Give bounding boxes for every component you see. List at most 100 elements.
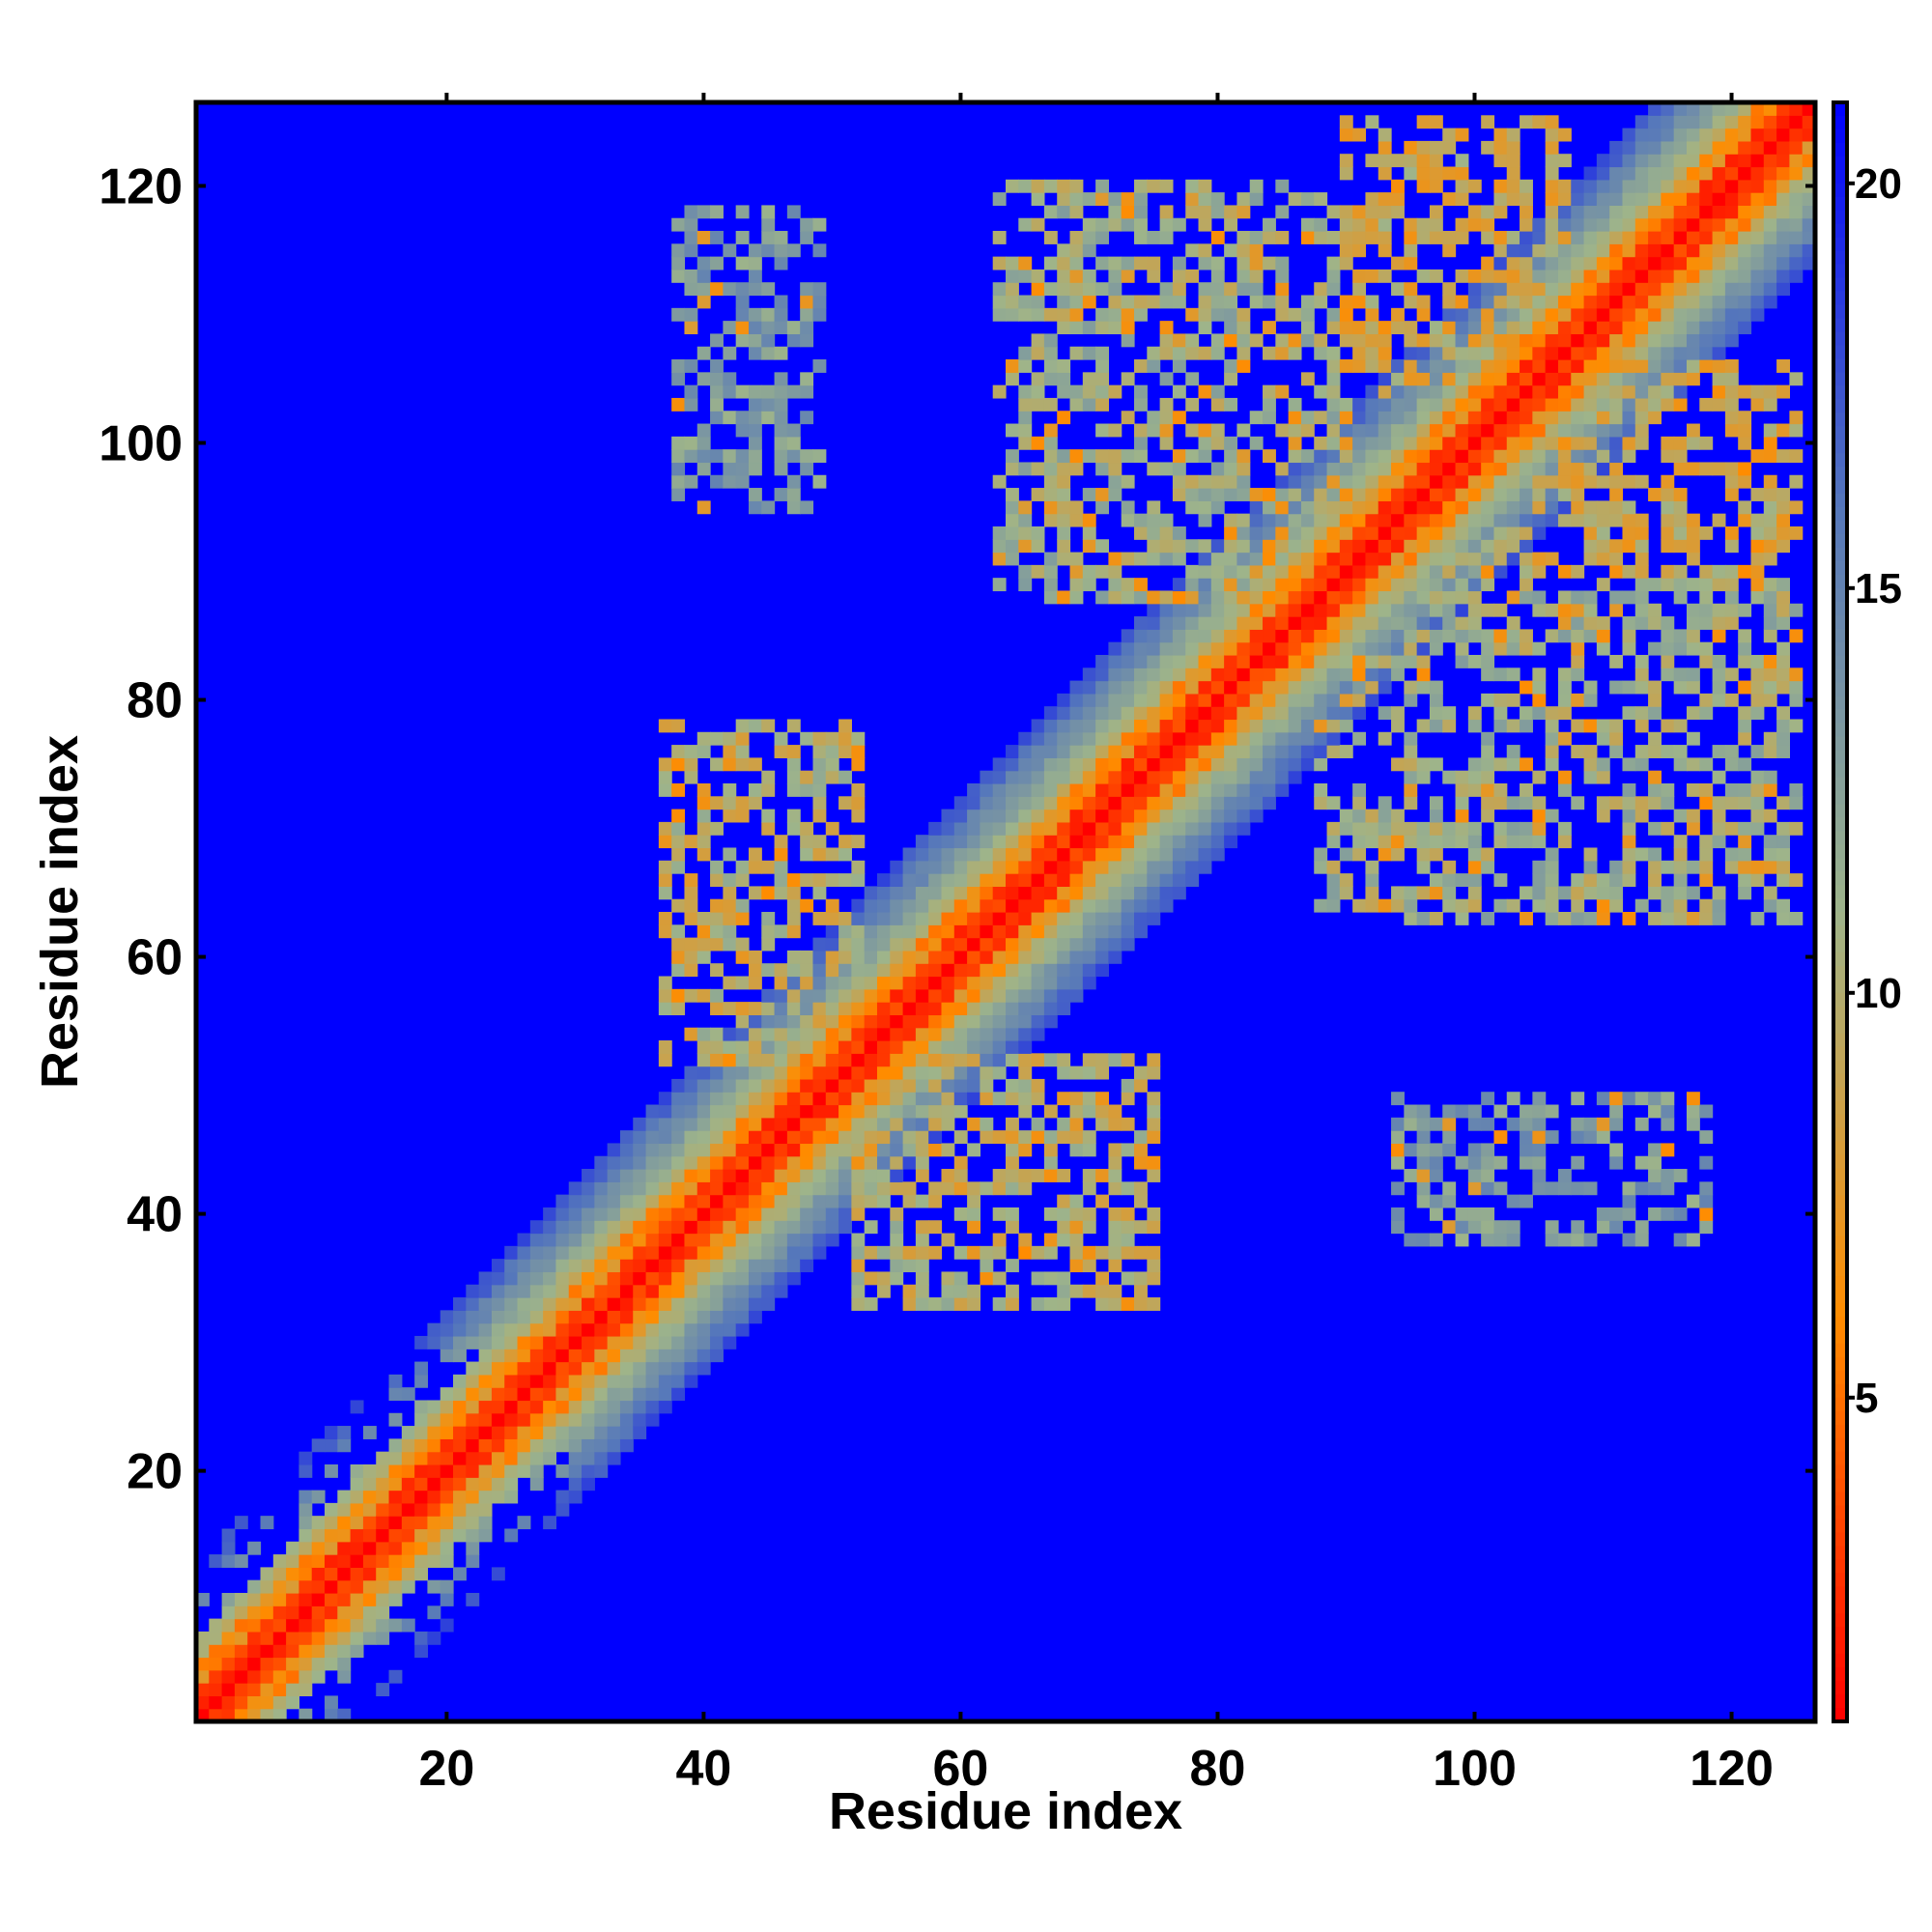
heatmap-cell [311, 1567, 326, 1581]
heatmap-cell [325, 1463, 338, 1478]
heatmap-cell [851, 988, 866, 1003]
heatmap-cell [1352, 796, 1367, 810]
heatmap-cell [902, 924, 917, 939]
heatmap-cell [582, 1438, 595, 1453]
heatmap-cell [851, 809, 866, 823]
heatmap-cell [1069, 307, 1084, 322]
heatmap-cell [1673, 462, 1688, 476]
heatmap-cell [696, 1220, 711, 1235]
heatmap-cell [1661, 796, 1675, 810]
heatmap-cell [761, 809, 776, 823]
heatmap-cell [594, 1322, 609, 1337]
heatmap-cell [1429, 1233, 1443, 1247]
heatmap-cell [1404, 474, 1418, 489]
heatmap-cell [1018, 269, 1033, 283]
heatmap-cell [1043, 898, 1058, 913]
heatmap-cell [555, 1194, 570, 1208]
heatmap-cell [1661, 192, 1675, 207]
heatmap-cell [1455, 552, 1469, 566]
colorbar-swatch [1833, 709, 1847, 724]
heatmap-cell [1224, 629, 1238, 643]
heatmap-cell [800, 1130, 814, 1145]
heatmap-cell [774, 488, 788, 501]
heatmap-cell [1648, 346, 1662, 360]
heatmap-cell [1365, 397, 1379, 412]
heatmap-cell [1391, 488, 1405, 501]
heatmap-cell [1339, 256, 1353, 270]
heatmap-cell [1224, 526, 1238, 540]
heatmap-cell [1300, 706, 1315, 721]
heatmap-cell [696, 1143, 711, 1157]
heatmap-cell [272, 1695, 287, 1710]
colorbar-swatch [1833, 291, 1847, 306]
heatmap-cell [1314, 411, 1328, 425]
heatmap-cell [1571, 873, 1585, 887]
heatmap-cell [1699, 706, 1714, 721]
heatmap-cell [1288, 616, 1302, 630]
heatmap-cell [1455, 269, 1469, 283]
heatmap-cell [1404, 346, 1418, 360]
heatmap-cell [1043, 578, 1058, 592]
heatmap-cell [1455, 770, 1469, 784]
heatmap-cell [864, 1092, 878, 1106]
heatmap-cell [992, 1130, 1007, 1145]
heatmap-cell [1006, 898, 1019, 913]
heatmap-cell [1455, 912, 1469, 925]
heatmap-cell [1442, 898, 1457, 913]
heatmap-cell [1493, 719, 1508, 733]
heatmap-cell [902, 1104, 917, 1119]
heatmap-cell [992, 976, 1007, 990]
heatmap-cell [1738, 269, 1752, 283]
heatmap-cell [902, 912, 917, 925]
heatmap-cell [1661, 321, 1675, 335]
heatmap-cell [1198, 192, 1212, 207]
heatmap-cell [1147, 1259, 1161, 1273]
heatmap-cell [1699, 1130, 1714, 1145]
heatmap-cell [1031, 307, 1045, 322]
heatmap-cell [1661, 719, 1675, 733]
heatmap-cell [1121, 474, 1135, 489]
heatmap-cell [1455, 307, 1469, 322]
heatmap-cell [1300, 731, 1315, 746]
heatmap-cell [491, 1490, 505, 1504]
heatmap-cell [812, 1194, 827, 1208]
heatmap-cell [1352, 539, 1367, 554]
heatmap-cell [1378, 526, 1392, 540]
heatmap-cell [529, 1412, 544, 1427]
heatmap-cell [1275, 423, 1290, 438]
heatmap-cell [1108, 641, 1122, 656]
heatmap-cell [980, 809, 994, 823]
heatmap-cell [1069, 680, 1084, 695]
heatmap-cell [1018, 937, 1033, 952]
heatmap-cell [1236, 564, 1251, 579]
heatmap-cell [684, 1169, 698, 1182]
heatmap-cell [928, 963, 943, 978]
heatmap-cell [812, 988, 827, 1003]
heatmap-cell [1095, 693, 1110, 707]
heatmap-cell [414, 1528, 429, 1543]
heatmap-cell [325, 1567, 338, 1581]
heatmap-cell [1224, 462, 1238, 476]
heatmap-cell [1314, 552, 1328, 566]
heatmap-cell [890, 976, 904, 990]
colorbar-swatch [1833, 210, 1847, 225]
heatmap-cell [1648, 128, 1662, 142]
heatmap-cell [1763, 680, 1777, 695]
heatmap-cell [325, 1592, 338, 1606]
heatmap-cell [1365, 898, 1379, 913]
heatmap-cell [1661, 782, 1675, 797]
heatmap-cell [1404, 552, 1418, 566]
heatmap-cell [658, 1117, 672, 1131]
colorbar-swatch [1833, 1249, 1847, 1264]
heatmap-cell [491, 1463, 505, 1478]
heatmap-cell [1455, 423, 1469, 438]
heatmap-cell [902, 1155, 917, 1170]
heatmap-cell [1596, 731, 1610, 746]
heatmap-cell [221, 1528, 236, 1543]
heatmap-cell [774, 873, 788, 887]
heatmap-cell [247, 1592, 262, 1606]
heatmap-cell [890, 1143, 904, 1157]
heatmap-cell [1596, 372, 1610, 386]
heatmap-cell [1442, 873, 1457, 887]
heatmap-cell [1069, 835, 1084, 849]
